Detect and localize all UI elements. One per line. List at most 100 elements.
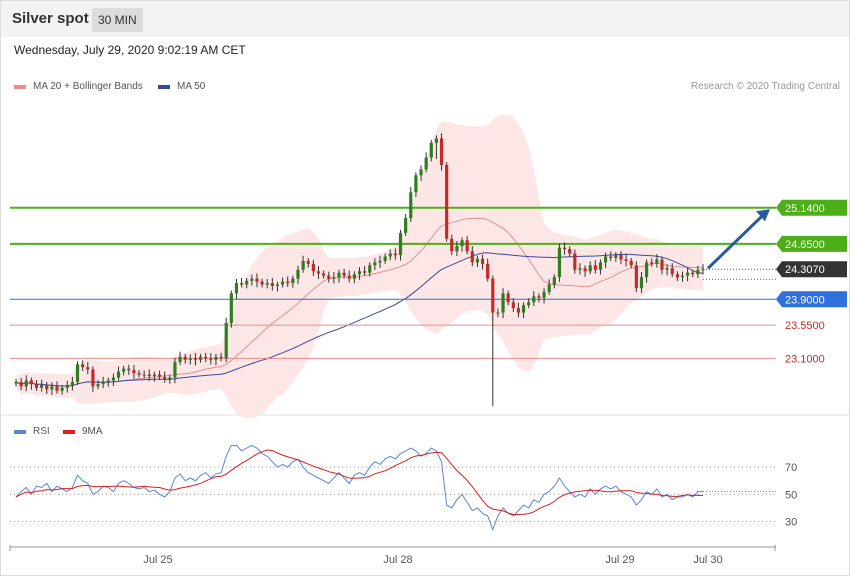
candle-body bbox=[81, 364, 85, 368]
candle-body bbox=[219, 356, 223, 359]
candle-body bbox=[573, 253, 577, 270]
legend-rsi-label: RSI bbox=[33, 426, 50, 437]
candle-body bbox=[50, 386, 54, 390]
ma20-swatch bbox=[14, 84, 26, 89]
candle-body bbox=[532, 296, 536, 303]
candle-body bbox=[337, 272, 341, 278]
candle-body bbox=[70, 381, 74, 385]
copyright: Research © 2020 Trading Central bbox=[690, 81, 840, 92]
candle-body bbox=[168, 377, 172, 379]
candle-body bbox=[322, 273, 326, 276]
forecast-arrowhead bbox=[756, 209, 770, 222]
rsi-line bbox=[15, 444, 703, 532]
candle-body bbox=[311, 263, 315, 272]
candle-body bbox=[34, 384, 39, 388]
candle-body bbox=[368, 265, 372, 273]
candle-body bbox=[378, 260, 382, 263]
candle-body bbox=[655, 259, 659, 264]
candle-body bbox=[404, 218, 408, 233]
level-label: 24.6500 bbox=[785, 239, 825, 251]
candle-body bbox=[40, 384, 44, 388]
candle-body bbox=[501, 293, 505, 313]
candle-body bbox=[147, 374, 151, 377]
candle-body bbox=[552, 277, 556, 285]
candle-body bbox=[527, 302, 531, 306]
candle-body bbox=[255, 278, 259, 282]
x-tick-label: Jul 25 bbox=[143, 554, 172, 566]
candle-body bbox=[665, 268, 669, 270]
candle-body bbox=[434, 138, 438, 143]
candle-body bbox=[224, 322, 228, 359]
candle-body bbox=[245, 280, 249, 285]
candle-body bbox=[414, 175, 418, 193]
candle-body bbox=[204, 356, 208, 359]
candle-body bbox=[562, 247, 567, 250]
candle-body bbox=[306, 260, 310, 264]
candle-body bbox=[96, 384, 100, 387]
candle-body bbox=[188, 358, 192, 360]
candle-body bbox=[506, 293, 510, 303]
candle-body bbox=[178, 356, 182, 363]
candle-body bbox=[429, 142, 433, 158]
candle-body bbox=[29, 380, 33, 385]
candle-body bbox=[465, 240, 469, 252]
candle-body bbox=[486, 263, 490, 279]
candle-body bbox=[347, 275, 351, 279]
timestamp: Wednesday, July 29, 2020 9:02:19 AM CET bbox=[14, 43, 246, 57]
chart-header: Silver spot 30 MIN bbox=[1, 1, 849, 37]
candle-body bbox=[568, 249, 572, 254]
candle-body bbox=[624, 259, 628, 261]
rsi-tick-label: 30 bbox=[785, 516, 797, 528]
candle-body bbox=[106, 380, 110, 382]
candle-body bbox=[619, 255, 623, 260]
level-tag bbox=[776, 291, 847, 308]
candle-body bbox=[45, 384, 49, 390]
candle-body bbox=[363, 271, 367, 273]
candle-body bbox=[450, 238, 454, 252]
level-label: 25.1400 bbox=[785, 203, 825, 215]
legend-rsi: RSI bbox=[14, 426, 50, 437]
candle-body bbox=[445, 164, 449, 239]
candle-body bbox=[163, 376, 167, 379]
candle-body bbox=[547, 284, 551, 292]
candle-body bbox=[686, 272, 690, 276]
candle-body bbox=[660, 259, 664, 270]
candle-body bbox=[281, 281, 285, 285]
candle-body bbox=[409, 192, 413, 219]
candle-body bbox=[588, 265, 592, 272]
x-tick-label: Jul 28 bbox=[383, 554, 412, 566]
candle-body bbox=[193, 358, 198, 360]
instrument-title: Silver spot bbox=[12, 10, 89, 27]
candle-body bbox=[614, 255, 618, 258]
candle-body bbox=[645, 262, 649, 278]
candle-body bbox=[137, 373, 141, 375]
rsi-tick-label: 50 bbox=[785, 489, 797, 501]
candle-body bbox=[557, 247, 562, 278]
current-price-label: 24.3070 bbox=[785, 264, 825, 276]
level-label: 23.5500 bbox=[785, 320, 825, 332]
candle-body bbox=[470, 251, 474, 263]
candle-body bbox=[578, 268, 582, 270]
candle-body bbox=[419, 169, 423, 176]
candle-body bbox=[691, 272, 695, 275]
interval-button[interactable]: 30 MIN bbox=[92, 8, 143, 32]
candle-body bbox=[91, 369, 95, 387]
candle-body bbox=[60, 387, 64, 391]
legend-9ma: 9MA bbox=[63, 426, 103, 437]
candle-body bbox=[670, 268, 674, 275]
candle-body bbox=[675, 274, 679, 278]
legend-ma20: MA 20 + Bollinger Bands bbox=[14, 81, 143, 92]
candle-body bbox=[388, 253, 392, 257]
candle-body bbox=[116, 371, 121, 378]
candle-body bbox=[629, 260, 633, 266]
candle-body bbox=[173, 362, 177, 378]
candle-body bbox=[373, 262, 377, 266]
candle-body bbox=[198, 356, 203, 360]
candle-body bbox=[455, 246, 459, 252]
candle-body bbox=[357, 271, 362, 275]
candle-body bbox=[639, 277, 644, 289]
level-tag bbox=[776, 199, 847, 216]
ma9-swatch bbox=[63, 429, 75, 434]
candle-body bbox=[157, 374, 162, 377]
